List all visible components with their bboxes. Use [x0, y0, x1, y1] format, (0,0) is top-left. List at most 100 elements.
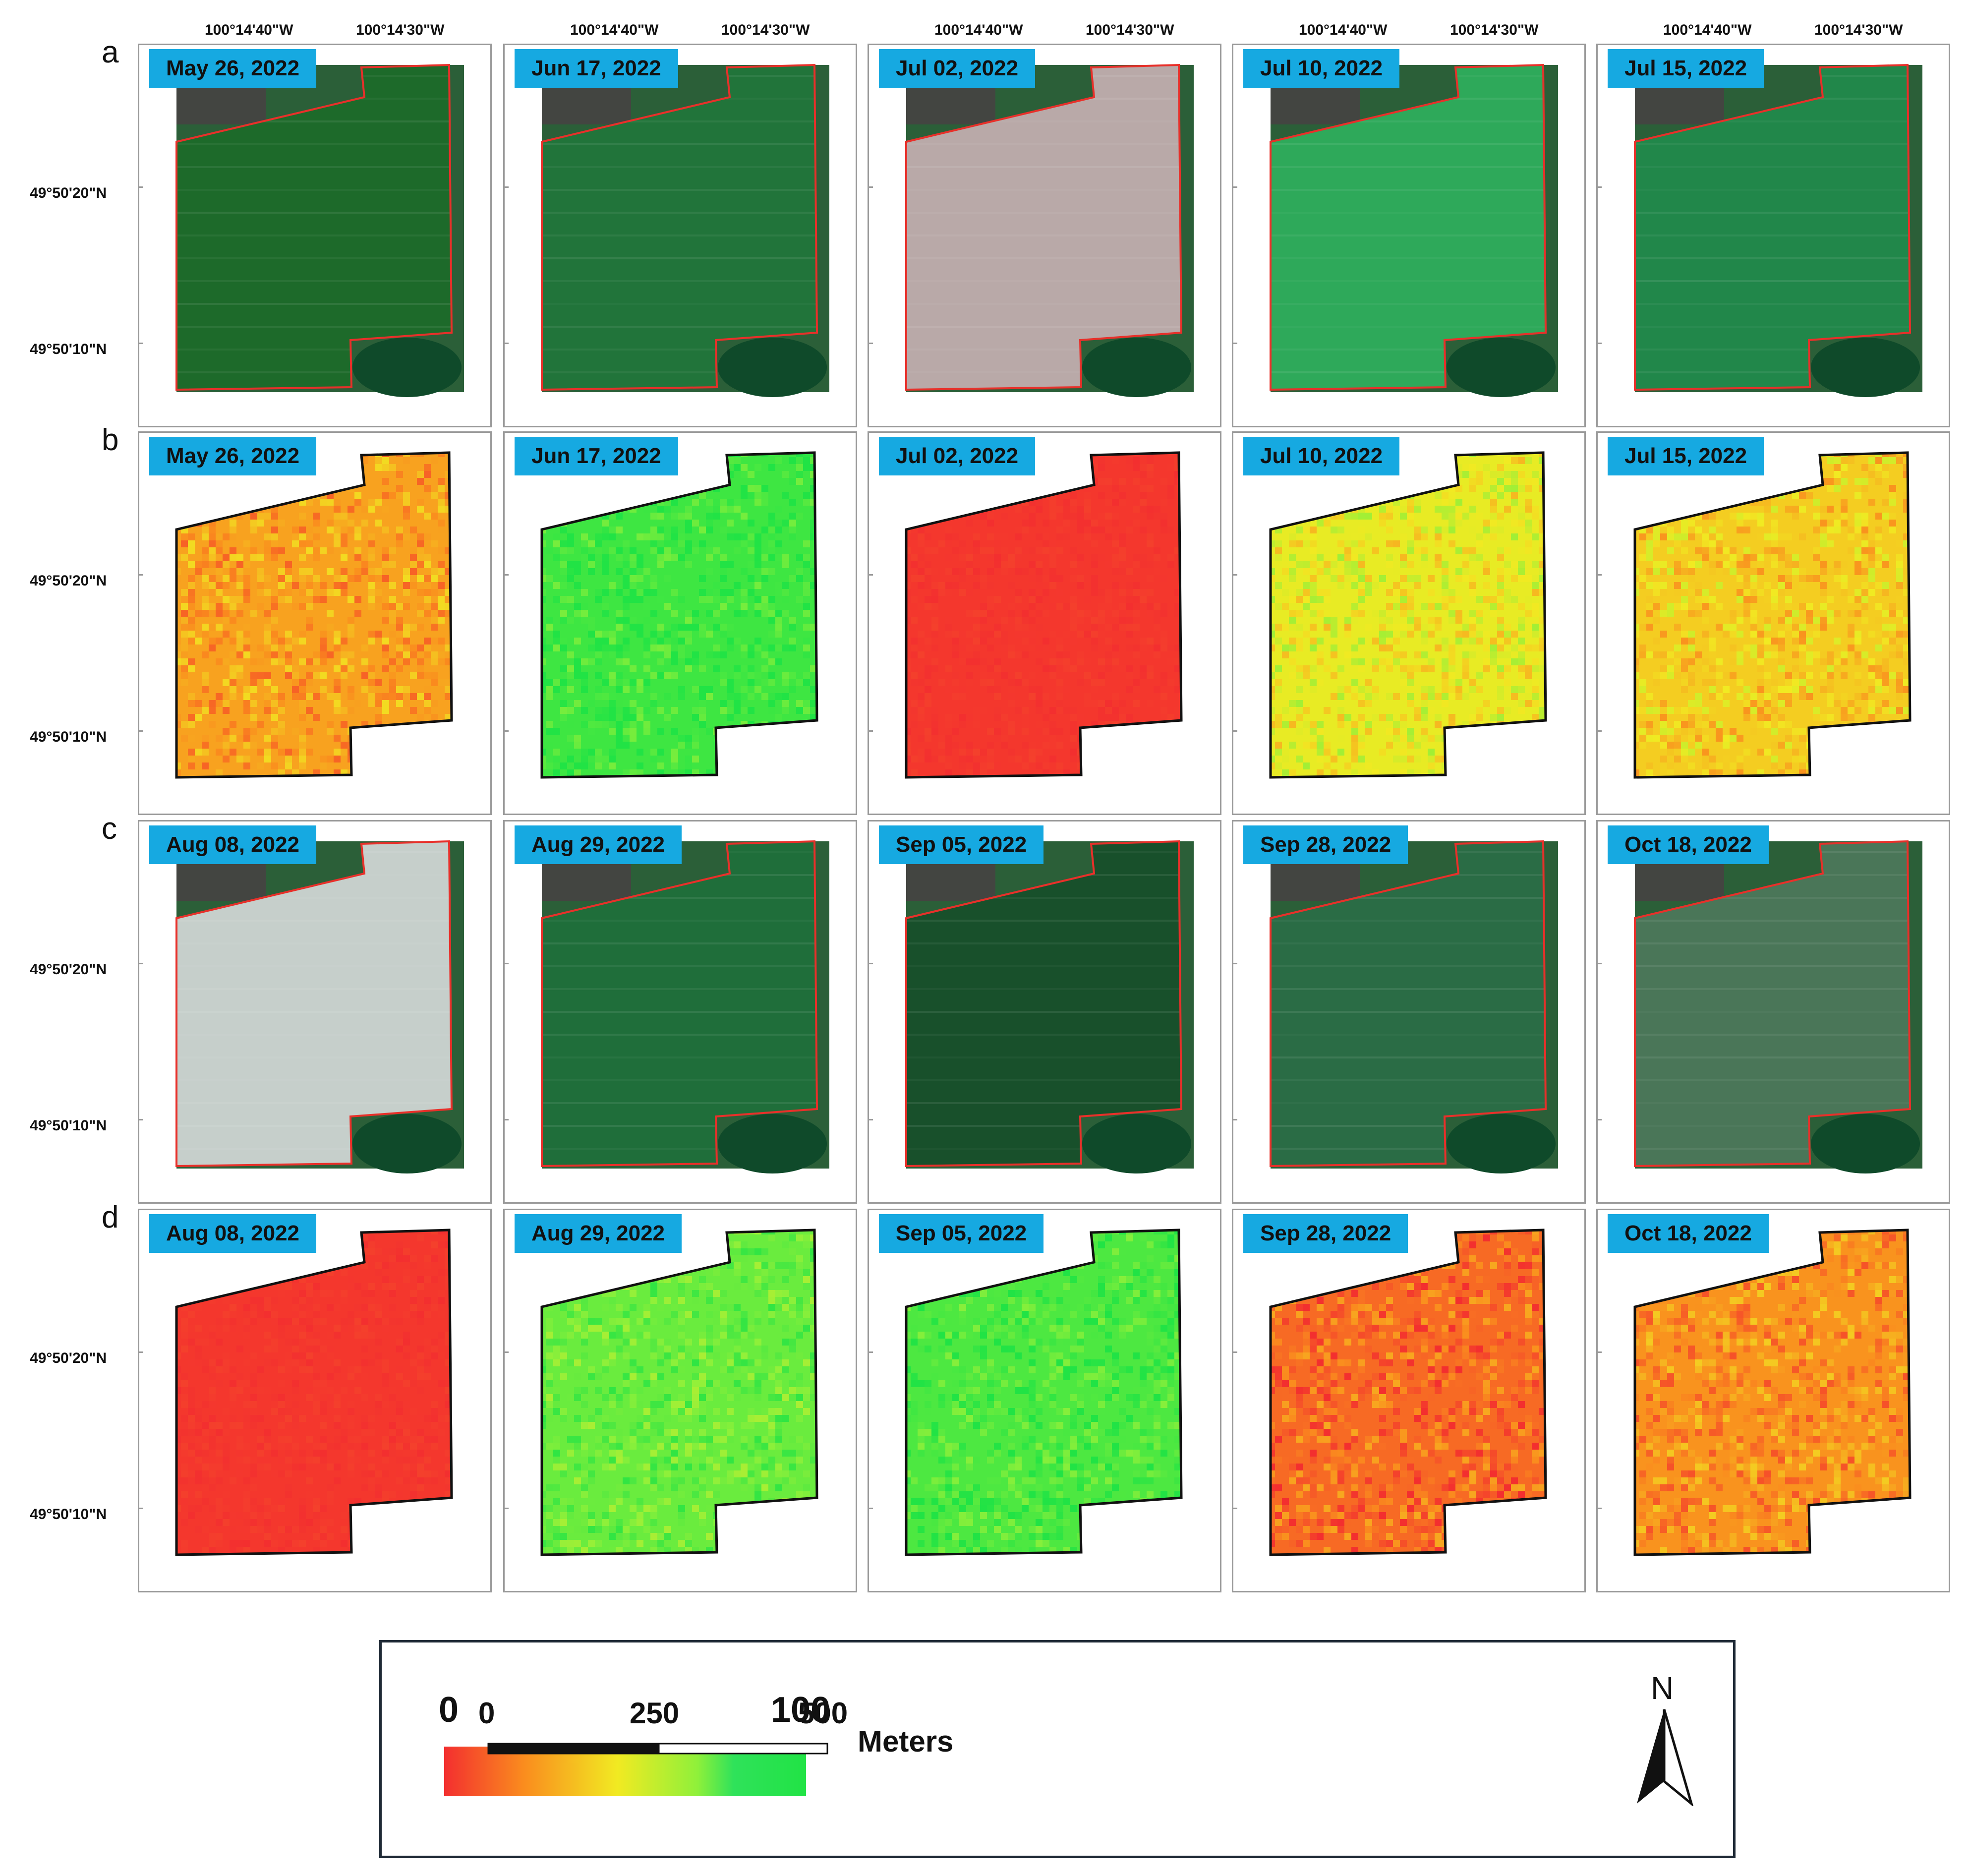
- index-pixel: [382, 603, 389, 610]
- index-pixel: [1476, 533, 1483, 540]
- index-pixel: [368, 540, 375, 547]
- index-pixel: [1036, 762, 1043, 769]
- index-pixel: [931, 582, 938, 589]
- index-pixel: [1147, 457, 1154, 464]
- index-pixel: [452, 610, 459, 617]
- index-pixel: [1785, 693, 1792, 700]
- index-pixel: [1820, 533, 1827, 540]
- index-pixel: [1386, 658, 1393, 665]
- index-pixel: [1546, 645, 1553, 651]
- index-pixel: [1764, 693, 1771, 700]
- index-pixel: [1490, 596, 1497, 603]
- index-pixel: [1043, 520, 1049, 527]
- index-pixel: [906, 658, 911, 665]
- index-pixel: [1317, 568, 1324, 575]
- index-pixel: [1469, 762, 1476, 769]
- index-pixel: [292, 527, 299, 533]
- index-pixel: [906, 513, 911, 520]
- index-pixel: [1331, 631, 1337, 638]
- index-pixel: [285, 756, 292, 762]
- index-pixel: [209, 533, 216, 540]
- index-pixel: [243, 638, 250, 645]
- index-pixel: [1750, 645, 1757, 651]
- index-pixel: [1848, 527, 1854, 533]
- index-pixel: [1723, 547, 1730, 554]
- index-pixel: [264, 631, 271, 638]
- index-pixel: [789, 547, 796, 554]
- index-pixel: [1105, 527, 1112, 533]
- index-pixel: [650, 645, 657, 651]
- index-pixel: [1532, 624, 1539, 631]
- index-pixel: [1303, 589, 1310, 596]
- index-pixel: [1386, 631, 1393, 638]
- index-pixel: [431, 762, 438, 769]
- index-pixel: [1771, 596, 1778, 603]
- index-pixel: [264, 776, 271, 777]
- index-pixel: [1056, 658, 1063, 665]
- index-pixel: [1428, 631, 1435, 638]
- index-pixel: [1820, 672, 1827, 679]
- index-pixel: [382, 547, 389, 554]
- index-pixel: [271, 651, 278, 658]
- index-pixel: [1022, 742, 1029, 749]
- index-pixel: [1084, 527, 1091, 533]
- index-pixel: [1056, 742, 1063, 749]
- index-pixel: [1854, 596, 1861, 603]
- index-pixel: [438, 658, 445, 665]
- index-pixel: [1518, 700, 1525, 707]
- index-pixel: [1140, 638, 1147, 645]
- index-pixel: [1271, 707, 1275, 714]
- index-pixel: [1532, 776, 1539, 777]
- index-pixel: [1167, 527, 1174, 533]
- texture-stripe: [1635, 371, 1910, 373]
- index-pixel: [1737, 596, 1743, 603]
- index-pixel: [761, 651, 768, 658]
- index-pixel: [1414, 624, 1421, 631]
- index-pixel: [202, 582, 209, 589]
- index-pixel: [706, 499, 713, 506]
- index-pixel: [1646, 624, 1653, 631]
- index-pixel: [1469, 527, 1476, 533]
- index-pixel: [368, 533, 375, 540]
- index-pixel: [931, 728, 938, 735]
- index-pixel: [761, 645, 768, 651]
- index-pixel: [1546, 499, 1553, 506]
- index-pixel: [630, 700, 637, 707]
- index-pixel: [595, 693, 602, 700]
- index-pixel: [250, 672, 257, 679]
- index-pixel: [987, 679, 994, 686]
- index-pixel: [817, 485, 824, 492]
- index-pixel: [1882, 631, 1889, 638]
- index-pixel: [348, 575, 354, 582]
- index-pixel: [734, 464, 741, 471]
- index-pixel: [361, 1304, 368, 1311]
- index-pixel: [542, 540, 546, 547]
- index-pixel: [368, 603, 375, 610]
- index-pixel: [1098, 610, 1105, 617]
- index-pixel: [1449, 457, 1455, 464]
- index-pixel: [925, 533, 931, 540]
- index-pixel: [1702, 533, 1709, 540]
- index-pixel: [789, 520, 796, 527]
- index-pixel: [1889, 651, 1896, 658]
- index-pixel: [1820, 735, 1827, 742]
- scene-patch: [352, 338, 462, 397]
- index-pixel: [285, 561, 292, 568]
- index-pixel: [754, 561, 761, 568]
- index-pixel: [1365, 533, 1372, 540]
- index-pixel: [306, 617, 313, 624]
- index-pixel: [959, 749, 966, 756]
- index-pixel: [741, 728, 748, 735]
- index-pixel: [417, 735, 424, 742]
- index-pixel: [803, 540, 810, 547]
- index-pixel: [692, 520, 699, 527]
- index-pixel: [1639, 645, 1646, 651]
- index-pixel: [188, 617, 195, 624]
- index-pixel: [959, 714, 966, 721]
- index-pixel: [368, 679, 375, 686]
- index-pixel: [911, 679, 918, 686]
- index-pixel: [1799, 568, 1806, 575]
- index-pixel: [1861, 540, 1868, 547]
- index-pixel: [1455, 610, 1462, 617]
- index-pixel: [1681, 506, 1688, 513]
